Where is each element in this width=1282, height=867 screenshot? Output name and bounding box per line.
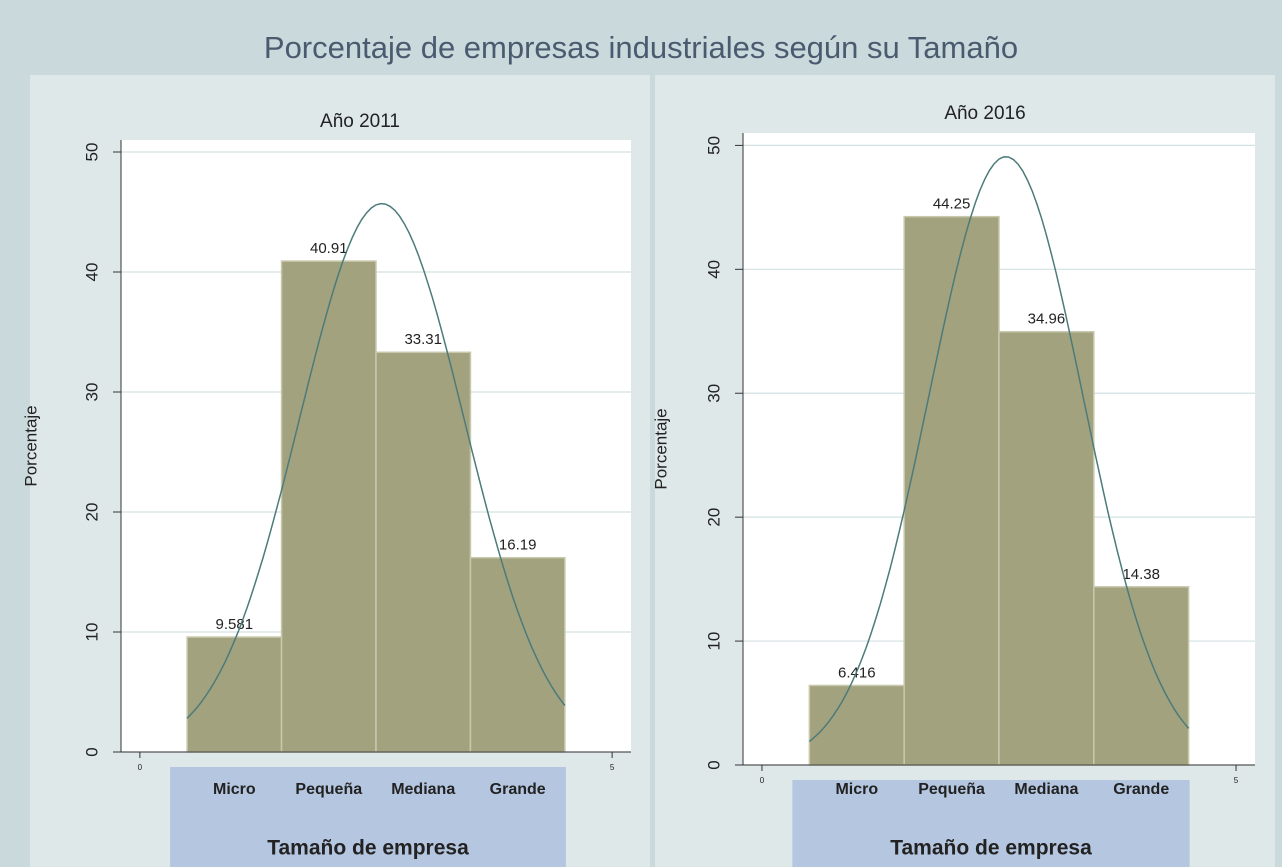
data-label: 16.19: [499, 537, 537, 554]
y-tick-label: 40: [82, 263, 101, 282]
category-label: Grande: [1113, 781, 1169, 798]
y-tick-label: 0: [82, 747, 101, 756]
bar: [808, 684, 905, 766]
bar: [280, 260, 377, 753]
data-label: 9.581: [216, 616, 254, 633]
x-tick-label: 0: [138, 763, 143, 772]
chart-title: Año 2011: [320, 111, 400, 132]
y-tick-label: 30: [82, 383, 101, 402]
bar: [998, 331, 1095, 766]
x-label-box: [792, 780, 1190, 867]
y-tick-label: 50: [704, 136, 723, 155]
y-tick-label: 10: [82, 623, 101, 642]
main-title: Porcentaje de empresas industriales segú…: [264, 30, 1018, 65]
y-tick-label: 50: [82, 143, 101, 162]
y-tick-label: 40: [704, 260, 723, 279]
chart-title: Año 2016: [944, 103, 1025, 124]
category-label: Pequeña: [918, 781, 985, 798]
normal-curve: [808, 156, 1190, 743]
x-axis-label: Tamaño de empresa: [890, 837, 1092, 860]
y-tick-label: 20: [704, 508, 723, 527]
category-label: Micro: [213, 781, 256, 798]
y-tick-label: 30: [704, 384, 723, 403]
x-axis-label: Tamaño de empresa: [267, 837, 469, 860]
data-label: 34.96: [1028, 311, 1066, 328]
category-label: Mediana: [391, 781, 455, 798]
y-tick-label: 20: [82, 503, 101, 522]
bar: [1093, 586, 1190, 766]
bar: [375, 351, 472, 753]
data-label: 14.38: [1122, 566, 1160, 583]
y-tick-label: 0: [704, 760, 723, 769]
x-tick-label: 0: [760, 776, 765, 785]
bar: [186, 636, 283, 753]
y-tick-label: 10: [704, 632, 723, 651]
bar: [469, 556, 566, 753]
data-label: 44.25: [933, 196, 971, 213]
data-label: 40.91: [310, 240, 348, 257]
data-label: 33.31: [404, 331, 442, 348]
x-label-box: [170, 767, 566, 867]
y-axis-label: Porcentaje: [651, 408, 670, 489]
x-tick-label: 5: [1234, 776, 1239, 785]
y-axis-label: Porcentaje: [21, 405, 40, 486]
category-label: Pequeña: [295, 781, 362, 798]
category-label: Grande: [490, 781, 546, 798]
bar: [903, 215, 1000, 766]
normal-curve: [186, 202, 566, 719]
category-label: Mediana: [1014, 781, 1078, 798]
x-tick-label: 5: [610, 763, 615, 772]
category-label: Micro: [835, 781, 878, 798]
